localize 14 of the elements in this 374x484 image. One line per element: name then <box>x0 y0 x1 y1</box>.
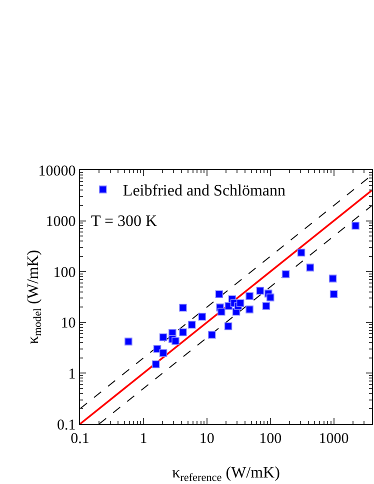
x-tick-label: 100 <box>259 431 282 448</box>
annotation: T = 300 K <box>91 213 158 230</box>
y-tick-label: 10 <box>60 316 76 332</box>
x-tick-label: 10 <box>199 431 214 448</box>
x-tick-label: 1 <box>140 431 148 448</box>
y-tick-label: 0.1 <box>57 417 76 434</box>
legend-label: Leibfried and Schlömann <box>122 182 286 200</box>
y-tick-label: 100 <box>53 264 76 281</box>
y-tick-label: 1 <box>68 366 76 382</box>
x-tick-label: 0.1 <box>70 431 90 448</box>
x-tick-label: 1000 <box>318 431 349 448</box>
x-axis-title: κ$_{reference}$ (W/mK) <box>172 464 280 484</box>
y-tick-label: 1000 <box>46 214 76 230</box>
y-tick-label: 10000 <box>38 163 76 180</box>
